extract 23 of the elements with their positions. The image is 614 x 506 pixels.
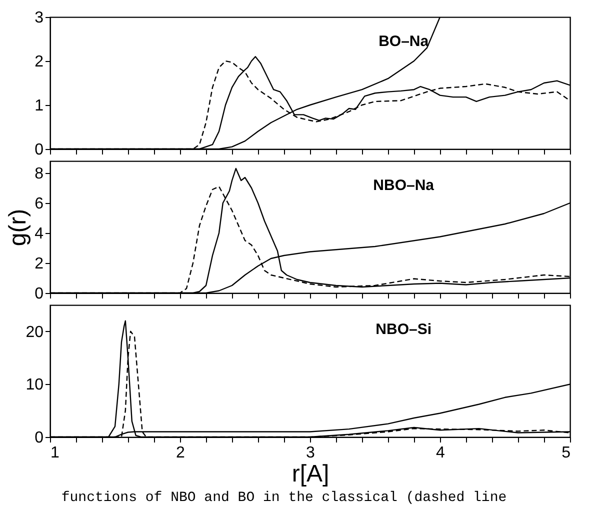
y-tick-label: 20 (26, 324, 44, 341)
y-axis-title: g(r) (4, 208, 32, 246)
y-tick-label: 0 (34, 286, 44, 302)
x-tick-label: 1 (50, 444, 60, 462)
y-tick-label: 6 (34, 196, 44, 212)
y-tick-label: 3 (34, 10, 44, 26)
text: functions of NBO and BO in the classical (dashed line (61, 490, 507, 506)
y-tick-label: 0 (34, 430, 44, 446)
annotation: NBO–Na (373, 177, 435, 194)
y-tick-label: 8 (34, 166, 44, 182)
y-tick-label: 1 (34, 98, 44, 114)
y-tick-label: 2 (34, 54, 44, 70)
annotation: BO–Na (378, 33, 430, 50)
x-tick-label: 4 (436, 444, 446, 462)
x-tick-label: 3 (306, 444, 316, 462)
annotation: NBO–Si (376, 321, 432, 338)
y-tick-label: 2 (34, 256, 44, 272)
x-axis-title: r[A] (292, 460, 330, 488)
y-tick-label: 10 (26, 376, 44, 394)
y-tick-label: 4 (34, 226, 44, 242)
x-tick-label: 5 (562, 444, 571, 462)
y-tick-label: 0 (34, 142, 44, 158)
x-tick-label: 2 (176, 444, 186, 462)
